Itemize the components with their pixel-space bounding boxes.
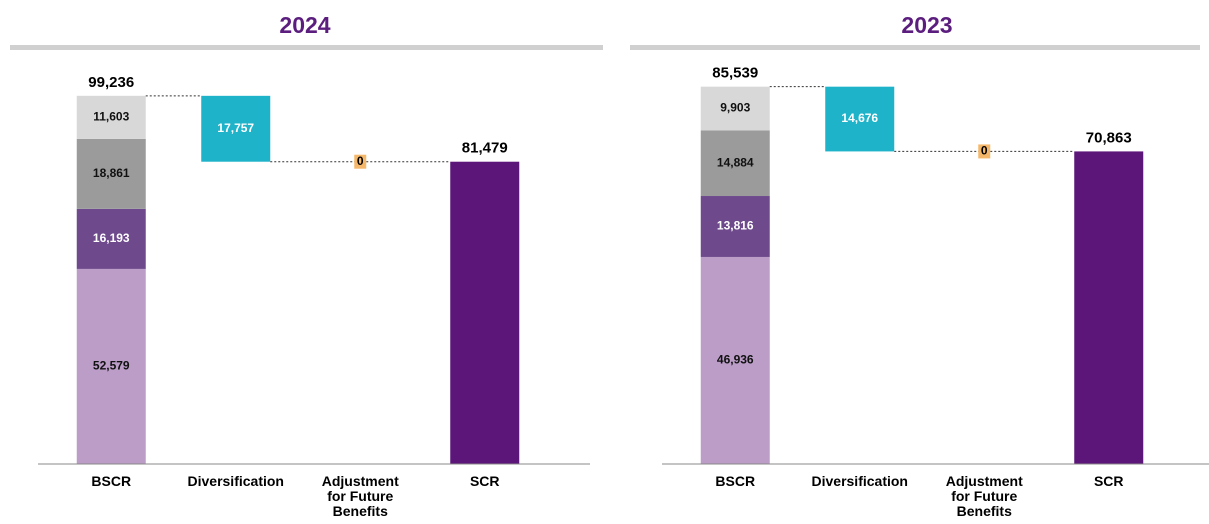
stack-segment — [76, 268, 146, 464]
total-label: 81,479 — [462, 140, 508, 157]
stack-segment — [700, 86, 770, 131]
stack-segment — [76, 138, 146, 209]
segment-label: 52,579 — [93, 359, 130, 373]
chart-title: 2023 — [901, 12, 952, 38]
bar — [978, 144, 991, 159]
category-label: SCR — [469, 473, 500, 489]
value-label: 17,757 — [217, 121, 254, 135]
value-label: 0 — [357, 154, 364, 168]
bar — [1074, 151, 1144, 464]
total-label: 70,863 — [1086, 129, 1132, 146]
segment-label: 16,193 — [93, 231, 130, 245]
bar — [354, 154, 367, 169]
bar — [201, 95, 271, 162]
segment-label: 14,884 — [717, 155, 754, 169]
stack-segment — [700, 196, 770, 257]
total-label: 99,236 — [88, 74, 134, 91]
stack-segment — [76, 95, 146, 139]
category-label: SCR — [1093, 473, 1124, 489]
category-label: BSCR — [91, 473, 132, 489]
segment-label: 18,861 — [93, 166, 130, 180]
category-label: BSCR — [715, 473, 756, 489]
category-label: Diversification — [187, 473, 284, 489]
stack-segment — [700, 256, 770, 464]
segment-label: 13,816 — [717, 219, 754, 233]
title-rule — [10, 45, 603, 50]
title-rule — [630, 45, 1200, 50]
segment-label: 11,603 — [93, 110, 129, 124]
value-label: 14,676 — [841, 111, 878, 125]
segment-label: 46,936 — [717, 353, 754, 367]
category-label: Adjustment for Future Benefits — [321, 473, 399, 519]
segment-label: 9,903 — [720, 101, 750, 115]
category-label: Diversification — [811, 473, 908, 489]
stack-segment — [76, 208, 146, 269]
bar — [450, 161, 520, 465]
bar — [825, 86, 895, 152]
category-label: Adjustment for Future Benefits — [945, 473, 1023, 519]
stack-segment — [700, 130, 770, 197]
total-label: 85,539 — [712, 65, 758, 82]
chart-title: 2024 — [279, 12, 330, 38]
value-label: 0 — [981, 144, 988, 158]
